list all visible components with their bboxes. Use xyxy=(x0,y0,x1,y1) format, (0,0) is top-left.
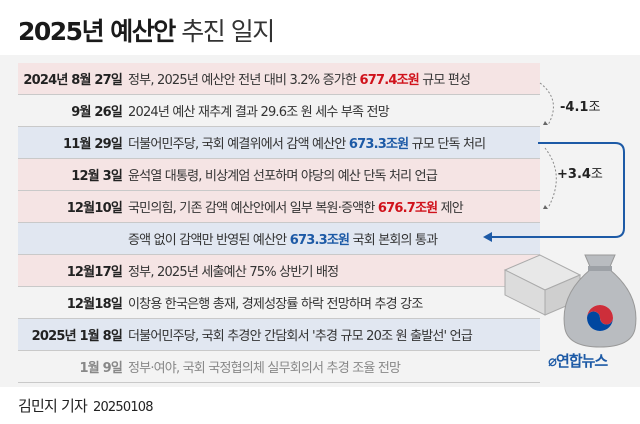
money-bag-icon xyxy=(563,254,637,348)
row-date: 12월 3일 xyxy=(71,169,123,184)
row-date: 12월17일 xyxy=(66,265,123,280)
byline: 김민지 기자 20250108 xyxy=(18,397,154,415)
blue-arrowhead xyxy=(483,232,492,242)
highlight-amount: 673.3조원 xyxy=(348,137,409,152)
yonhap-logo: ⌀연합뉴스 xyxy=(548,352,608,370)
timeline-row: 11월 29일 더불어민주당, 국회 예결위에서 감액 예산안 673.3조원 규… xyxy=(18,127,540,159)
dotted-arc-2 xyxy=(544,147,557,209)
blue-bracket-line xyxy=(490,142,625,238)
row-description: 이창용 한국은행 총재, 경제성장률 하락 전망하며 추경 강조 xyxy=(128,297,423,312)
page-title: 2025년 예산안 추진 일지 xyxy=(18,17,275,46)
highlight-amount: 676.7조원 xyxy=(377,201,438,216)
timeline-row: 12월 3일 윤석열 대통령, 비상계엄 선포하며 야당의 예산 단독 처리 언급 xyxy=(18,159,540,191)
row-date: 1월 9일 xyxy=(79,361,122,376)
decrease-label: -4.1조 xyxy=(560,100,601,115)
highlight-amount: 677.4조원 xyxy=(359,73,419,88)
money-stack-icon xyxy=(503,254,582,316)
row-description: 더불어민주당, 국회 예결위에서 감액 예산안 673.3조원 규모 단독 처리 xyxy=(128,137,486,152)
row-date: 2025년 1월 8일 xyxy=(31,329,123,344)
row-description: 정부, 2025년 세출예산 75% 상반기 배정 xyxy=(128,265,339,280)
row-date: 12월18일 xyxy=(66,297,123,312)
row-description: 정부·여야, 국회 국정협의체 실무회의서 추경 조율 전망 xyxy=(128,361,401,376)
timeline-row: 2024년 8월 27일 정부, 2025년 예산안 전년 대비 3.2% 증가한… xyxy=(18,63,540,95)
row-date: 12월10일 xyxy=(66,201,123,216)
arrowhead-1 xyxy=(543,121,548,125)
timeline-row: 1월 9일 정부·여야, 국회 국정협의체 실무회의서 추경 조율 전망 xyxy=(18,351,540,383)
timeline-row: 12월10일 국민의힘, 기존 감액 예산안에서 일부 복원·증액한 676.7조… xyxy=(18,191,540,223)
timeline-row: 9월 26일 2024년 예산 재추계 결과 29.6조 원 세수 부족 전망 xyxy=(18,95,540,127)
arrowhead-2 xyxy=(543,205,548,209)
row-date: 9월 26일 xyxy=(71,105,123,120)
timeline-row: 증액 없이 감액만 반영된 예산안 673.3조원 국회 본회의 통과 xyxy=(18,223,540,255)
timeline-row: 2025년 1월 8일 더불어민주당, 국회 추경안 간담회서 '추경 규모 20… xyxy=(18,319,540,351)
row-description: 증액 없이 감액만 반영된 예산안 673.3조원 국회 본회의 통과 xyxy=(128,233,438,248)
timeline-row: 12월17일 정부, 2025년 세출예산 75% 상반기 배정 xyxy=(18,255,540,287)
row-description: 국민의힘, 기존 감액 예산안에서 일부 복원·증액한 676.7조원 제안 xyxy=(128,201,464,216)
row-date: 11월 29일 xyxy=(62,137,123,152)
row-date: 2024년 8월 27일 xyxy=(23,73,122,88)
increase-label: +3.4조 xyxy=(557,167,603,182)
row-description: 윤석열 대통령, 비상계엄 선포하며 야당의 예산 단독 처리 언급 xyxy=(128,169,438,184)
timeline-row: 12월18일 이창용 한국은행 총재, 경제성장률 하락 전망하며 추경 강조 xyxy=(18,287,540,319)
dotted-arc-1 xyxy=(539,82,554,126)
highlight-amount: 673.3조원 xyxy=(289,233,350,248)
row-description: 2024년 예산 재추계 결과 29.6조 원 세수 부족 전망 xyxy=(128,105,390,120)
row-description: 정부, 2025년 예산안 전년 대비 3.2% 증가한 677.4조원 규모 … xyxy=(128,73,471,88)
row-description: 더불어민주당, 국회 추경안 간담회서 '추경 규모 20조 원 출발선' 언급 xyxy=(128,329,473,344)
